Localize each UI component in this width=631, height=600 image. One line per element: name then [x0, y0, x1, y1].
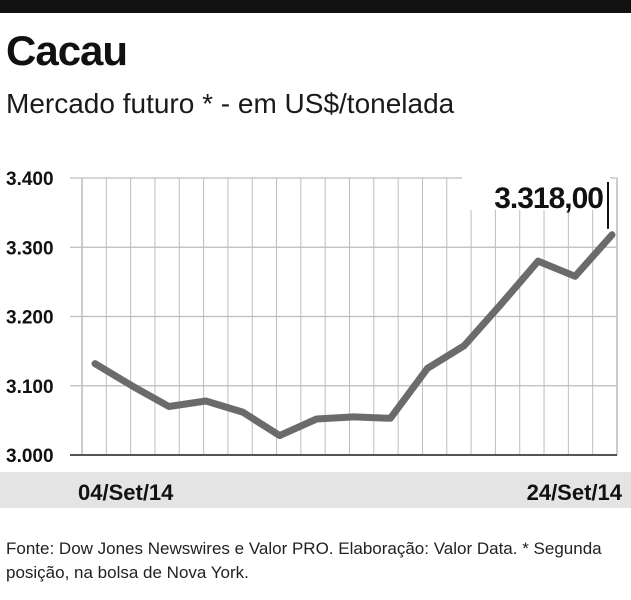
chart-title: Cacau [6, 27, 128, 74]
x-tick-label: 04/Set/14 [78, 480, 174, 505]
annotation-last-value: 3.318,00 [494, 182, 603, 215]
x-tick-label: 24/Set/14 [527, 480, 623, 505]
y-tick-label: 3.100 [6, 377, 54, 398]
source-note: Fonte: Dow Jones Newswires e Valor PRO. … [6, 539, 602, 582]
y-tick-label: 3.400 [6, 169, 54, 190]
y-tick-label: 3.200 [6, 308, 54, 329]
line-chart: 3.000 3.100 3.200 3.300 3.400 04/Set/14 24/Set… [0, 169, 631, 508]
top-rule [0, 0, 631, 13]
annotation-background [462, 170, 610, 210]
x-axis-band [0, 472, 631, 508]
series-line [91, 231, 616, 440]
chart-subtitle: Mercado futuro * - em US$/tonelada [6, 88, 455, 119]
y-tick-label: 3.300 [6, 238, 54, 259]
y-tick-label: 3.000 [6, 446, 54, 467]
